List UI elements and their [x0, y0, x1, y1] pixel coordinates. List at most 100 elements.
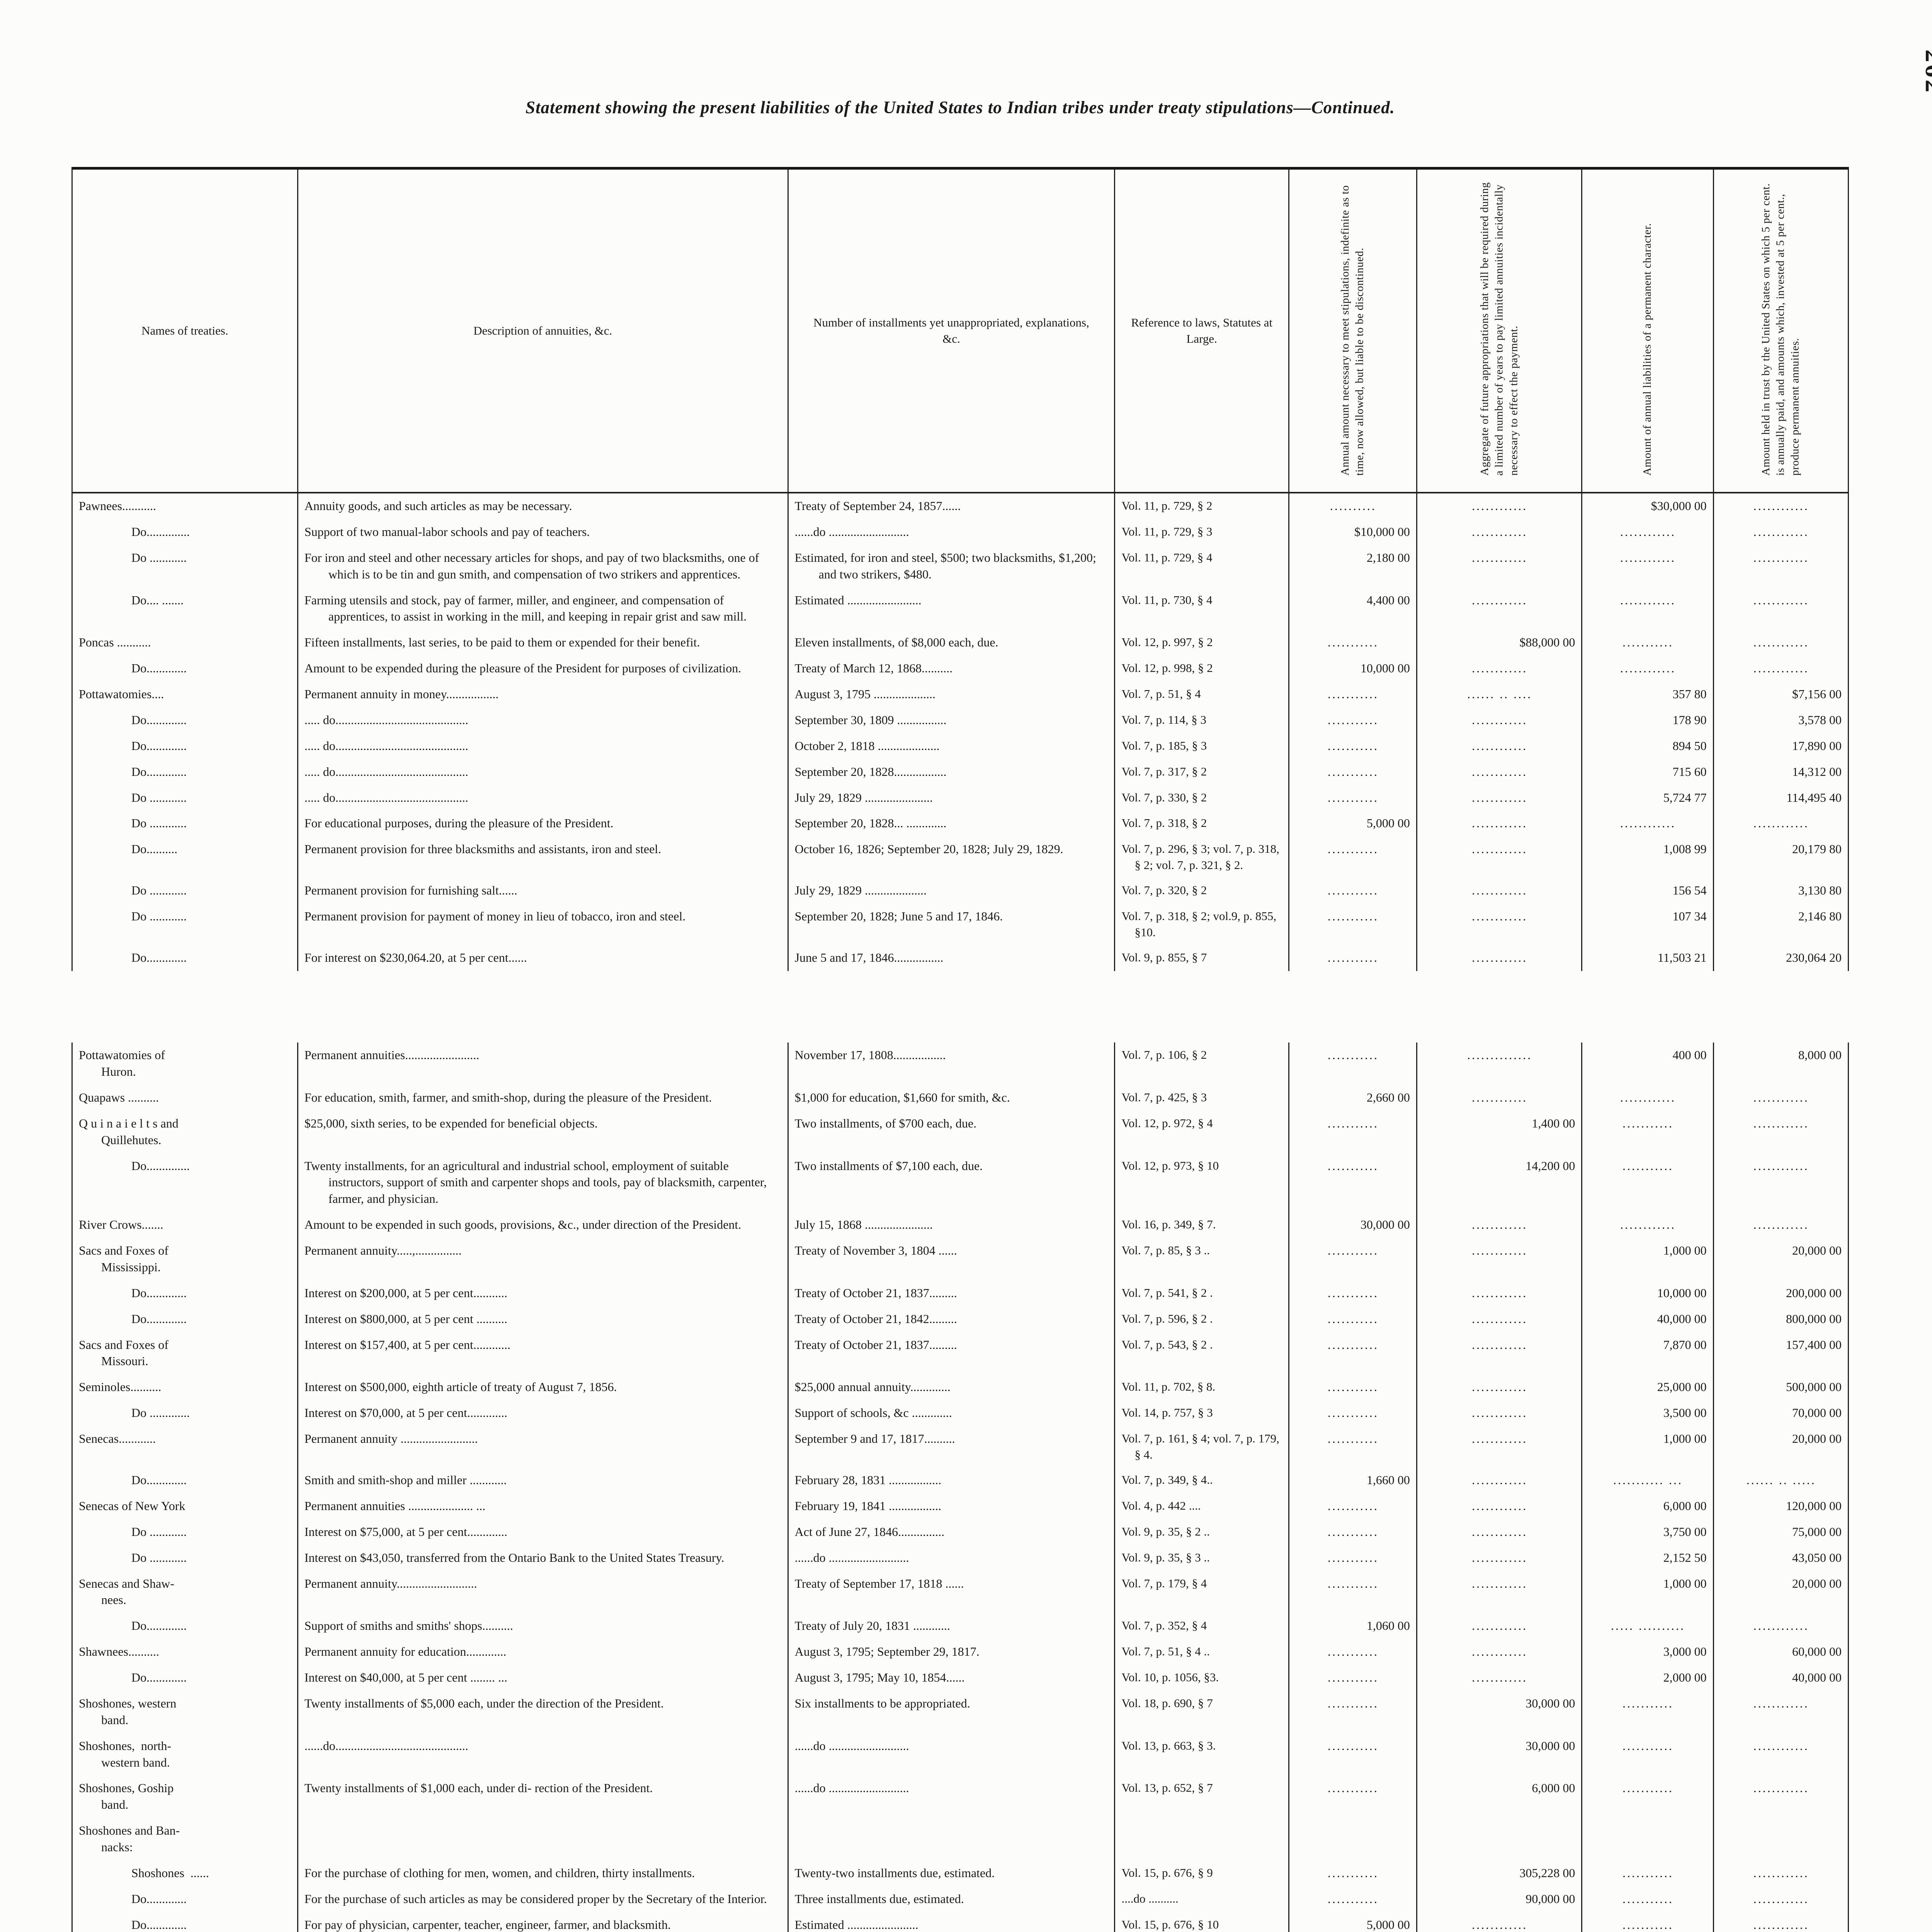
cell-aggregate-future: ............ [1416, 1085, 1583, 1111]
cell-treaty-name: Do.... ....... [71, 587, 298, 630]
cell-reference: Vol. 7, p. 425, § 3 [1114, 1085, 1289, 1111]
cell-installments: Estimated ........................ [787, 587, 1116, 630]
cell-annual-amount: .......... [1288, 493, 1417, 519]
cell-annual-liability: 357 80 [1581, 682, 1714, 707]
cell-annual-amount: ........... [1288, 1374, 1417, 1401]
cell-annual-amount: ........... [1288, 1733, 1417, 1776]
cell-aggregate-future: ............ [1416, 837, 1583, 878]
cell-treaty-name: Do ............ [71, 811, 298, 837]
cell-annual-liability: 3,750 00 [1581, 1519, 1714, 1545]
cell-reference: Vol. 7, p. 185, § 3 [1114, 733, 1289, 759]
table-row: Shoshones and Ban- nacks: [71, 1818, 1849, 1861]
cell-installments: Treaty of November 3, 1804 ...... [787, 1238, 1116, 1281]
cell-trust-amount: ............ [1713, 1860, 1849, 1886]
cell-trust-amount: 2,146 80 [1713, 904, 1849, 946]
cell-trust-amount: 70,000 00 [1713, 1400, 1849, 1426]
cell-annual-amount: ........... [1288, 707, 1417, 733]
cell-reference: Vol. 13, p. 652, § 7 [1114, 1776, 1289, 1818]
cell-installments: Six installments to be appropriated. [787, 1690, 1116, 1733]
cell-aggregate-future [1416, 1818, 1583, 1861]
cell-treaty-name: Do............. [71, 945, 298, 971]
cell-treaty-name: Do............. [71, 1613, 298, 1639]
cell-annual-amount: ........... [1288, 1545, 1417, 1571]
cell-aggregate-future: ............ [1416, 493, 1583, 519]
cell-aggregate-future: ............ [1416, 1468, 1583, 1493]
cell-description: For interest on $230,064.20, at 5 per ce… [297, 945, 789, 971]
cell-annual-amount: 5,000 00 [1288, 1912, 1417, 1932]
cell-treaty-name: River Crows....... [71, 1212, 298, 1238]
cell-treaty-name: Sacs and Foxes of Missouri. [71, 1332, 298, 1375]
cell-annual-amount: ........... [1288, 1426, 1417, 1468]
cell-trust-amount: ............ [1713, 1613, 1849, 1639]
table-row: Shawnees.......... Permanent annuity for … [71, 1639, 1849, 1665]
liabilities-table-lower: Pottawatomies of Huron. Permanent annuiti… [71, 1043, 1849, 1932]
cell-installments: February 28, 1831 ................. [787, 1468, 1116, 1493]
cell-annual-amount: ........... [1288, 1238, 1417, 1281]
table-row: Sacs and Foxes of Missouri. Interest on $… [71, 1332, 1849, 1375]
cell-reference: Vol. 16, p. 349, § 7. [1114, 1212, 1289, 1238]
cell-annual-amount: ........... [1288, 1332, 1417, 1375]
table-row: Do............. Smith and smith-shop and … [71, 1468, 1849, 1493]
cell-aggregate-future: ............ [1416, 811, 1583, 837]
cell-installments [787, 1818, 1116, 1861]
cell-trust-amount: ............ [1713, 1690, 1849, 1733]
cell-aggregate-future: ............ [1416, 1374, 1583, 1401]
cell-trust-amount: 3,130 80 [1713, 878, 1849, 904]
cell-trust-amount: 200,000 00 [1713, 1280, 1849, 1306]
cell-description: Interest on $500,000, eighth article of … [297, 1374, 789, 1401]
cell-aggregate-future: ............ [1416, 1306, 1583, 1332]
cell-trust-amount: ............ [1713, 1886, 1849, 1912]
cell-annual-amount: 1,660 00 [1288, 1468, 1417, 1493]
cell-treaty-name: Do............. [71, 759, 298, 785]
cell-aggregate-future: ............ [1416, 519, 1583, 545]
table-row: Shoshones ...... For the purchase of clot… [71, 1860, 1849, 1886]
cell-reference: Vol. 9, p. 35, § 3 .. [1114, 1545, 1289, 1571]
cell-aggregate-future: ............ [1416, 1912, 1583, 1932]
cell-reference: Vol. 4, p. 442 .... [1114, 1493, 1289, 1519]
cell-annual-liability: 25,000 00 [1581, 1374, 1714, 1401]
cell-treaty-name: Shoshones and Ban- nacks: [71, 1818, 298, 1861]
cell-description: Permanent annuity.....,............... [297, 1238, 789, 1281]
cell-trust-amount: ............ [1713, 656, 1849, 682]
cell-annual-amount: 2,660 00 [1288, 1085, 1417, 1111]
cell-annual-liability: ........... [1581, 1153, 1714, 1213]
cell-installments: $25,000 annual annuity............. [787, 1374, 1116, 1401]
cell-treaty-name: Poncas ........... [71, 630, 298, 656]
table-row: Senecas............ Permanent annuity ...… [71, 1426, 1849, 1468]
cell-trust-amount: 20,000 00 [1713, 1571, 1849, 1614]
cell-annual-amount: ........... [1288, 1665, 1417, 1691]
cell-treaty-name: Q u i n a i e l t s and Quillehutes. [71, 1111, 298, 1153]
table-body-lower: Pottawatomies of Huron. Permanent annuiti… [71, 1043, 1849, 1932]
cell-aggregate-future: ............ [1416, 1280, 1583, 1306]
cell-annual-liability: 3,000 00 [1581, 1639, 1714, 1665]
cell-treaty-name: Shoshones, western band. [71, 1690, 298, 1733]
table-row: Senecas of New York Permanent annuities .… [71, 1493, 1849, 1519]
cell-annual-amount: ........... [1288, 1306, 1417, 1332]
cell-treaty-name: Shoshones, north- western band. [71, 1733, 298, 1776]
liabilities-table-upper: Names of treaties. Description of annuit… [71, 167, 1849, 971]
table-row: Pawnees........... Annuity goods, and suc… [71, 493, 1849, 519]
cell-aggregate-future: 6,000 00 [1416, 1776, 1583, 1818]
cell-annual-liability: 10,000 00 [1581, 1280, 1714, 1306]
table-row: Do ............ Interest on $43,050, tran… [71, 1545, 1849, 1571]
page-number-262: 262 [1920, 49, 1932, 95]
cell-annual-liability: 2,152 50 [1581, 1545, 1714, 1571]
cell-treaty-name: Quapaws .......... [71, 1085, 298, 1111]
cell-installments: Two installments, of $700 each, due. [787, 1111, 1116, 1153]
cell-aggregate-future: 305,228 00 [1416, 1860, 1583, 1886]
cell-annual-liability: ........... [1581, 1690, 1714, 1733]
cell-installments: Treaty of September 17, 1818 ...... [787, 1571, 1116, 1614]
cell-annual-liability: 7,870 00 [1581, 1332, 1714, 1375]
cell-trust-amount: ............ [1713, 1153, 1849, 1213]
cell-reference: Vol. 7, p. 349, § 4.. [1114, 1468, 1289, 1493]
cell-annual-liability: ........... [1581, 1886, 1714, 1912]
cell-annual-liability: 1,008 99 [1581, 837, 1714, 878]
cell-aggregate-future: ............ [1416, 656, 1583, 682]
cell-annual-liability: ..... .......... [1581, 1613, 1714, 1639]
cell-annual-liability: 6,000 00 [1581, 1493, 1714, 1519]
table-row: Q u i n a i e l t s and Quillehutes. $25,… [71, 1111, 1849, 1153]
cell-aggregate-future: $88,000 00 [1416, 630, 1583, 656]
cell-trust-amount: ............ [1713, 1733, 1849, 1776]
cell-aggregate-future: ............ [1416, 1212, 1583, 1238]
table-row: Do.......... Permanent provision for thre… [71, 837, 1849, 878]
